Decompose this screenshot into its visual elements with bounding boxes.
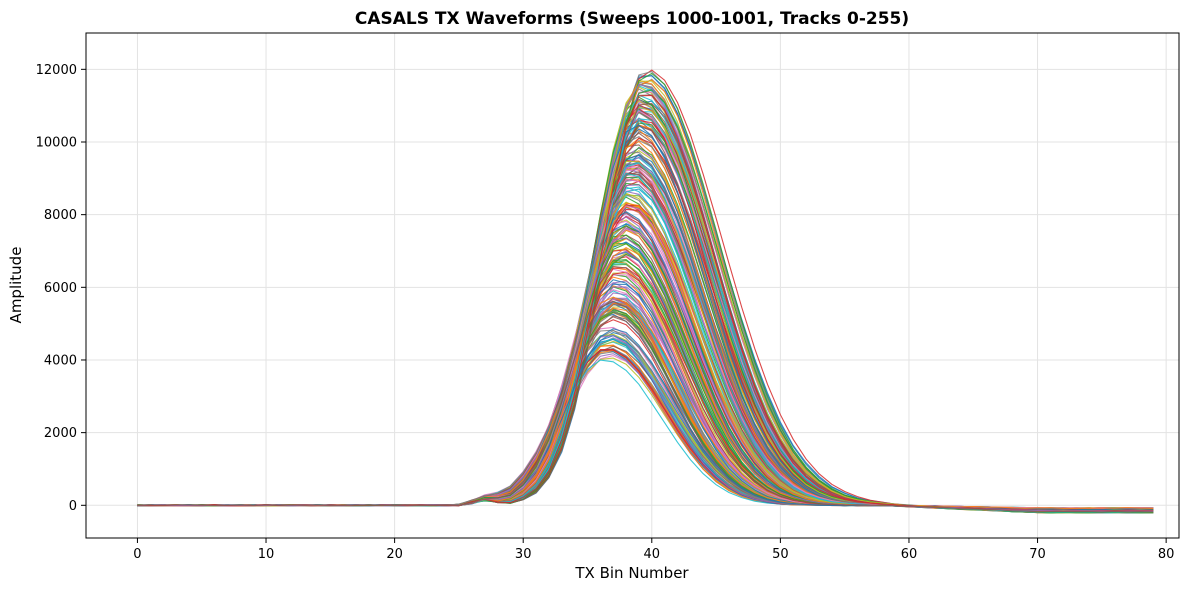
chart-title: CASALS TX Waveforms (Sweeps 1000-1001, T… xyxy=(355,9,909,29)
series-line xyxy=(137,349,1154,510)
y-tick-label: 0 xyxy=(69,499,77,514)
y-tick-label: 10000 xyxy=(36,135,77,150)
series-line xyxy=(137,282,1154,513)
series-line xyxy=(137,319,1154,512)
series-line xyxy=(137,104,1154,511)
series-line xyxy=(137,349,1154,513)
x-tick-label: 60 xyxy=(901,547,918,562)
series-line xyxy=(137,348,1154,510)
series-line xyxy=(137,234,1154,510)
series-line xyxy=(137,310,1154,510)
series-line xyxy=(137,260,1154,510)
x-axis-label: TX Bin Number xyxy=(574,564,689,582)
x-tick-label: 0 xyxy=(133,547,141,562)
series-line xyxy=(137,348,1154,510)
series-line xyxy=(137,111,1154,512)
x-tick-label: 40 xyxy=(644,547,661,562)
grid xyxy=(86,33,1179,538)
series-line xyxy=(137,263,1154,512)
series-line xyxy=(137,348,1154,510)
series-line xyxy=(137,124,1154,512)
y-axis-ticks: 0 2000 4000 6000 8000 10000 12000 xyxy=(36,63,86,514)
series-line xyxy=(137,333,1154,510)
y-tick-label: 12000 xyxy=(36,63,77,78)
series-line xyxy=(137,265,1154,513)
series-line xyxy=(137,85,1154,510)
series-line xyxy=(137,206,1154,513)
y-tick-label: 8000 xyxy=(44,208,77,223)
y-axis-label: Amplitude xyxy=(7,247,25,324)
x-tick-label: 70 xyxy=(1029,547,1046,562)
series-line xyxy=(137,311,1154,510)
x-tick-label: 10 xyxy=(258,547,275,562)
x-tick-label: 20 xyxy=(386,547,403,562)
series-line xyxy=(137,271,1154,510)
series-line xyxy=(137,262,1154,513)
series-line xyxy=(137,349,1154,511)
series-line xyxy=(137,79,1154,511)
series-line xyxy=(137,124,1154,512)
y-tick-label: 4000 xyxy=(44,353,77,368)
series-line xyxy=(137,272,1154,510)
series-line xyxy=(137,83,1154,512)
y-tick-label: 6000 xyxy=(44,281,77,296)
x-tick-label: 50 xyxy=(772,547,789,562)
x-axis-ticks: 0 10 20 30 40 50 60 70 80 xyxy=(133,538,1174,562)
series-line xyxy=(137,234,1154,513)
series-line xyxy=(137,283,1154,511)
x-tick-label: 30 xyxy=(515,547,532,562)
y-tick-label: 2000 xyxy=(44,426,77,441)
series-group xyxy=(137,69,1154,514)
plot-frame xyxy=(85,32,1180,539)
series-line xyxy=(137,172,1154,511)
series-line xyxy=(137,316,1154,510)
series-line xyxy=(137,267,1154,514)
x-tick-label: 80 xyxy=(1158,547,1175,562)
